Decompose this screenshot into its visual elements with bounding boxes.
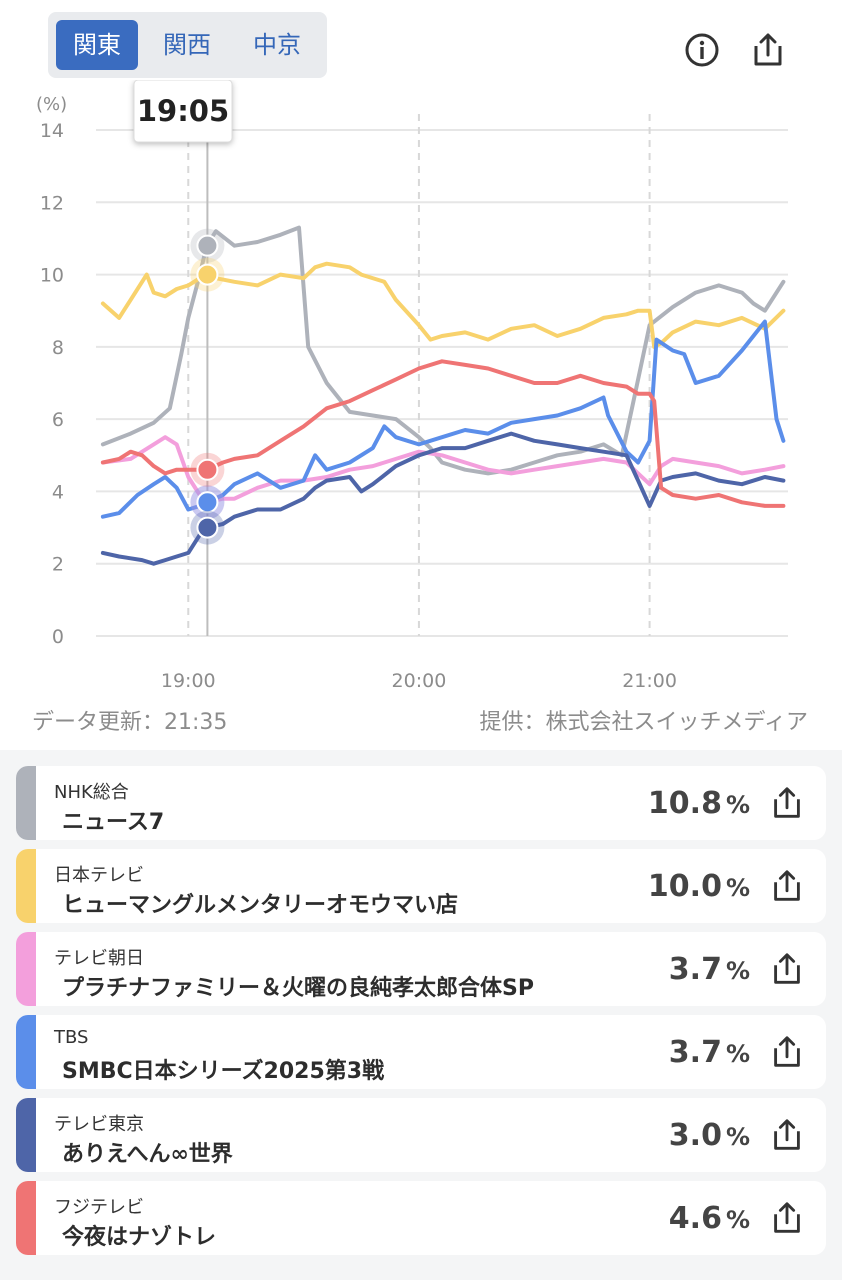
y-tick-label: 2 — [52, 554, 64, 576]
series-marker — [196, 491, 219, 514]
share-icon — [774, 870, 800, 901]
program-title: ニュース7 — [62, 810, 165, 835]
share-icon — [774, 787, 800, 818]
share-icon — [774, 953, 800, 984]
station-color-bar — [16, 766, 36, 840]
series-marker — [196, 234, 219, 257]
station-color-bar — [16, 1181, 36, 1255]
share-chart-button[interactable] — [748, 30, 788, 70]
info-icon — [685, 33, 719, 67]
rating-value: 3.7% — [668, 1035, 750, 1070]
tooltip-time: 19:05 — [137, 94, 229, 128]
share-icon — [774, 1036, 800, 1067]
y-tick-label: 8 — [52, 337, 64, 359]
program-title: ヒューマングルメンタリーオモウマい店 — [62, 893, 459, 918]
tab-kanto[interactable]: 関東 — [56, 20, 138, 70]
share-program-button[interactable] — [768, 1199, 806, 1237]
tab-chukyo[interactable]: 中京 — [253, 31, 301, 59]
program-title: ありえへん∞世界 — [62, 1142, 233, 1167]
y-tick-label: 4 — [52, 481, 64, 503]
program-card-ntv[interactable]: 日本テレビ ヒューマングルメンタリーオモウマい店 10.0% — [16, 849, 826, 923]
y-tick-label: 10 — [40, 265, 64, 287]
chart-panel: 関東 関西 中京 0 2 4 6 8 10 12 14 (%) 19:00 20:00 21:00 1… — [0, 0, 842, 750]
station-name: 日本テレビ — [54, 865, 144, 886]
series-marker — [196, 458, 219, 481]
share-icon — [754, 33, 782, 66]
region-tabs: 関東 関西 中京 — [48, 12, 327, 78]
y-tick-label: 14 — [40, 120, 64, 142]
series-line — [100, 431, 786, 566]
share-program-button[interactable] — [768, 1033, 806, 1071]
rating-value: 3.0% — [668, 1118, 750, 1153]
program-title: プラチナファミリー＆火曜の良純孝太郎合体SP — [62, 976, 534, 1001]
program-card-tvasahi[interactable]: テレビ朝日 プラチナファミリー＆火曜の良純孝太郎合体SP 3.7% — [16, 932, 826, 1006]
program-card-nhk[interactable]: NHK総合 ニュース7 10.8% — [16, 766, 826, 840]
program-title: 今夜はナゾトレ — [62, 1225, 217, 1250]
share-program-button[interactable] — [768, 867, 806, 905]
share-icon — [774, 1119, 800, 1150]
share-icon — [774, 1202, 800, 1233]
station-name: TBS — [54, 1027, 89, 1048]
ratings-chart: 0 2 4 6 8 10 12 14 (%) 19:00 20:00 21:00 19:05 — [0, 80, 842, 700]
station-name: テレビ東京 — [54, 1114, 144, 1135]
share-program-button[interactable] — [768, 950, 806, 988]
tab-kansai[interactable]: 関西 — [163, 31, 211, 59]
ratings-chart-svg: 0 2 4 6 8 10 12 14 (%) 19:00 20:00 21:00 19:05 — [36, 80, 788, 692]
rating-value: 4.6% — [668, 1201, 750, 1236]
program-card-fuji[interactable]: フジテレビ 今夜はナゾトレ 4.6% — [16, 1181, 826, 1255]
rating-value: 3.7% — [668, 952, 750, 987]
series-marker — [196, 263, 219, 286]
y-axis-unit: (%) — [36, 94, 67, 115]
y-tick-label: 6 — [52, 409, 64, 431]
program-title: SMBC日本シリーズ2025第3戦 — [62, 1059, 385, 1084]
station-color-bar — [16, 1015, 36, 1089]
station-name: テレビ朝日 — [54, 948, 144, 969]
x-tick-label: 19:00 — [161, 670, 216, 692]
data-source-text: 提供：株式会社スイッチメディア — [479, 710, 808, 735]
share-program-button[interactable] — [768, 784, 806, 822]
station-name: フジテレビ — [54, 1197, 144, 1218]
rating-value: 10.8% — [647, 786, 750, 821]
station-color-bar — [16, 1098, 36, 1172]
station-name: NHK総合 — [54, 782, 129, 803]
station-color-bar — [16, 849, 36, 923]
tooltip-box — [133, 80, 233, 143]
share-program-button[interactable] — [768, 1116, 806, 1154]
series-line — [100, 359, 786, 508]
program-card-tvtokyo[interactable]: テレビ東京 ありえへん∞世界 3.0% — [16, 1098, 826, 1172]
info-button[interactable] — [682, 30, 722, 70]
data-updated-text: データ更新：21:35 — [32, 710, 228, 735]
station-color-bar — [16, 932, 36, 1006]
program-card-tbs[interactable]: TBS SMBC日本シリーズ2025第3戦 3.7% — [16, 1015, 826, 1089]
x-tick-label: 20:00 — [392, 670, 447, 692]
y-tick-label: 0 — [52, 626, 64, 648]
x-tick-label: 21:00 — [622, 670, 677, 692]
series-marker — [196, 516, 219, 539]
rating-value: 10.0% — [647, 869, 750, 904]
y-tick-label: 12 — [40, 192, 64, 214]
